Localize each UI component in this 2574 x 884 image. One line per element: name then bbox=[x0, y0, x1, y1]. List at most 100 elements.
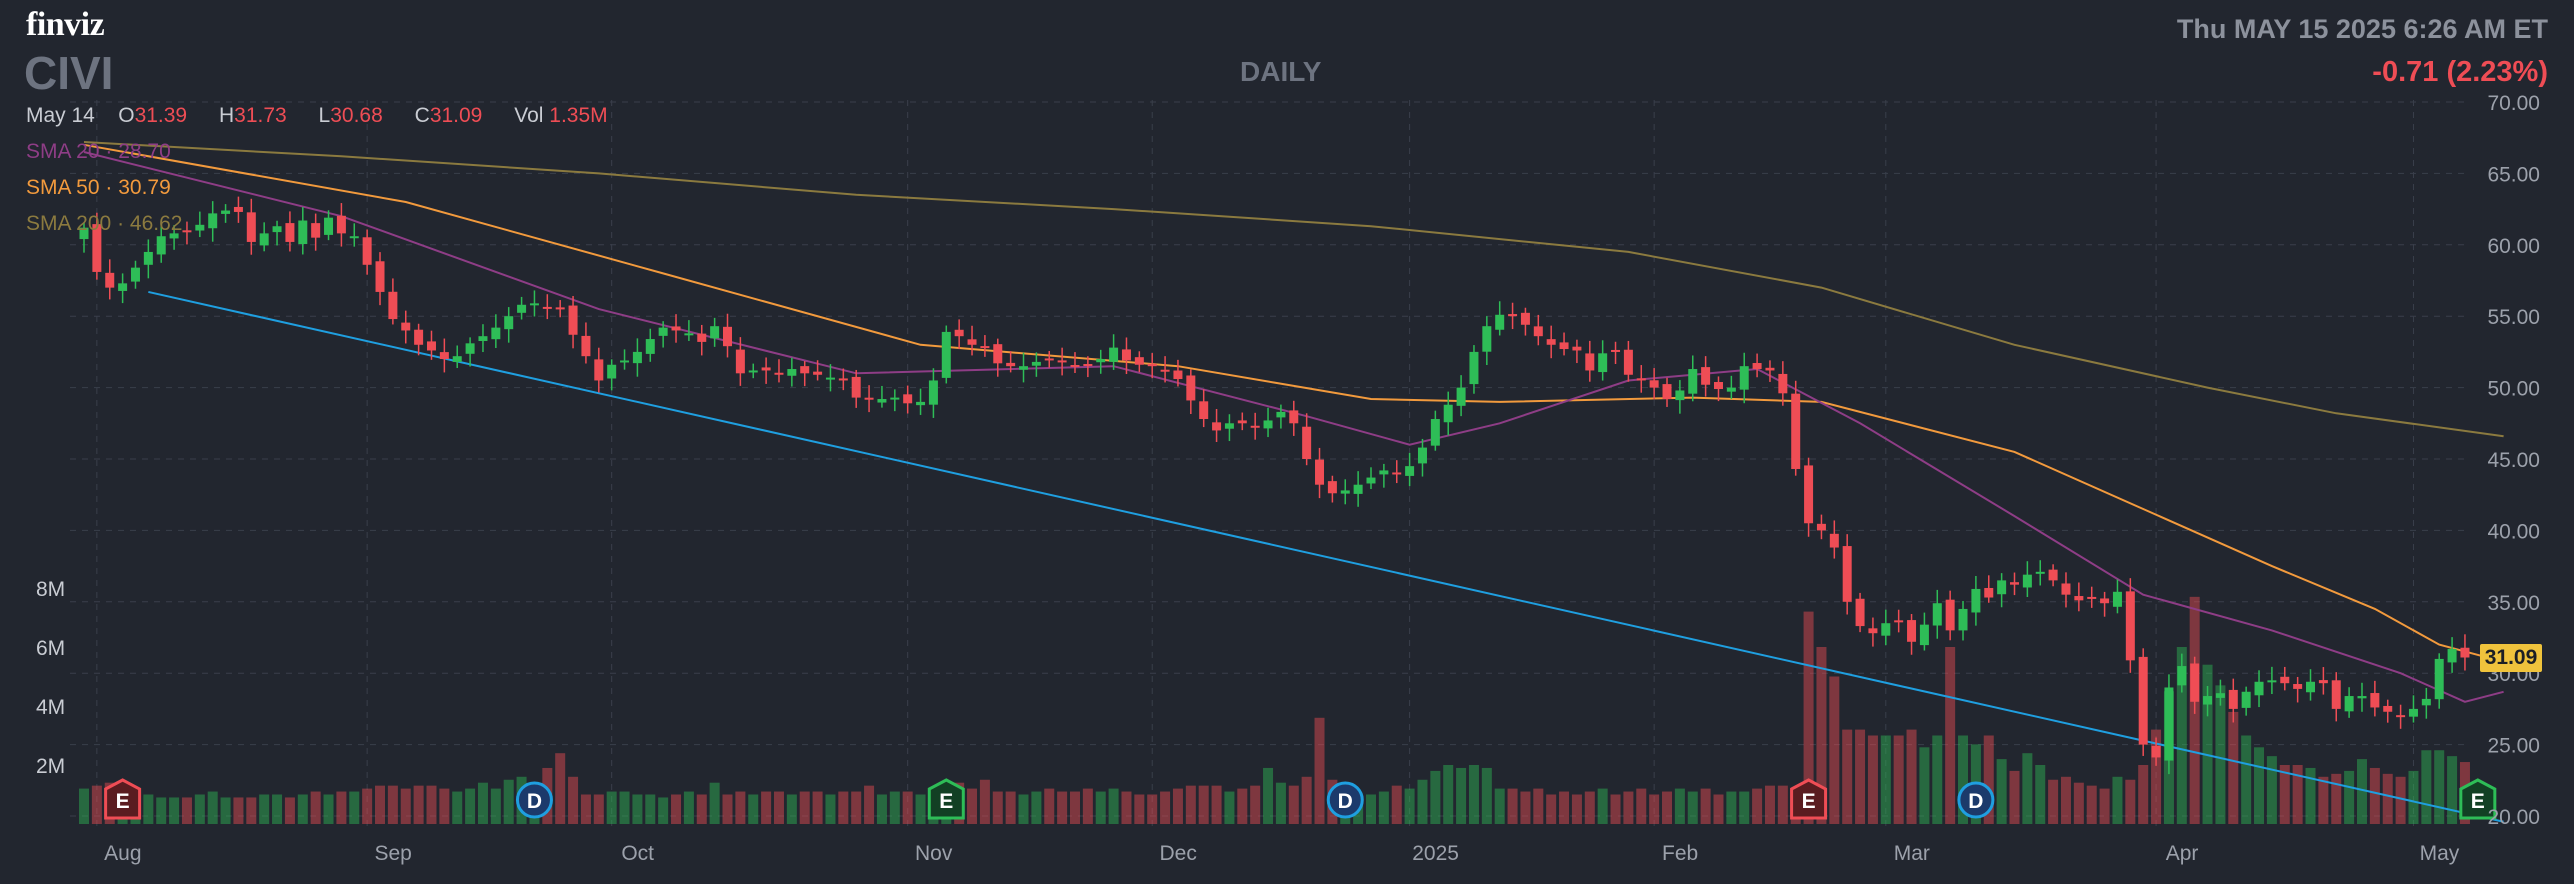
volume-tick-label: 8M bbox=[36, 578, 65, 601]
earnings-marker bbox=[2459, 778, 2497, 820]
candle-body bbox=[1469, 351, 1479, 385]
finviz-logo[interactable]: finviz bbox=[26, 6, 105, 43]
volume-bar bbox=[349, 791, 360, 824]
candle-body bbox=[324, 217, 334, 235]
volume-bar bbox=[761, 791, 772, 824]
volume-bar bbox=[1855, 729, 1866, 824]
y-tick-label: 35.00 bbox=[2487, 592, 2540, 615]
candle-body bbox=[1855, 598, 1865, 627]
candle-body bbox=[1559, 342, 1569, 350]
candle-body bbox=[375, 261, 385, 292]
candle-body bbox=[632, 351, 642, 364]
volume-bar bbox=[1057, 791, 1068, 824]
volume-bar bbox=[2279, 765, 2290, 824]
volume-bar bbox=[1764, 785, 1775, 824]
candle-body bbox=[118, 283, 128, 291]
close-value: 31.09 bbox=[429, 104, 483, 127]
volume-bar bbox=[452, 791, 463, 824]
candle-body bbox=[92, 224, 102, 272]
volume-bar bbox=[1160, 791, 1171, 824]
volume-bar bbox=[1559, 791, 1570, 824]
volume-bar bbox=[2266, 756, 2277, 824]
candle-body bbox=[504, 316, 514, 330]
candle-body bbox=[1649, 380, 1659, 388]
candle-body bbox=[2061, 583, 2071, 595]
candle-body bbox=[1121, 349, 1131, 361]
candle-body bbox=[336, 215, 346, 234]
volume-bar bbox=[1069, 791, 1080, 824]
candle-body bbox=[1765, 367, 1775, 371]
candle-body bbox=[1932, 603, 1942, 626]
datetime-label: Thu MAY 15 2025 6:26 AM ET bbox=[2176, 14, 2548, 44]
candle-body bbox=[2112, 591, 2122, 607]
candle-body bbox=[877, 399, 887, 403]
dividend-marker bbox=[1326, 781, 1364, 819]
candle-body bbox=[1881, 623, 1891, 636]
candle-body bbox=[2447, 648, 2457, 663]
volume-bar bbox=[1494, 788, 1505, 824]
candle-body bbox=[2177, 666, 2187, 686]
candle-body bbox=[1572, 346, 1582, 351]
candle-body bbox=[439, 352, 449, 360]
volume-bar bbox=[1571, 794, 1582, 824]
volume-bar bbox=[1816, 647, 1827, 824]
vol-value: 1.35M bbox=[549, 104, 608, 127]
candle-body bbox=[221, 210, 231, 214]
volume-bar bbox=[1739, 791, 1750, 824]
sma200-legend[interactable]: SMA 200 · 46.62 bbox=[26, 212, 183, 235]
earnings-marker bbox=[104, 778, 142, 820]
dividend-marker-label: D bbox=[527, 790, 542, 813]
candle-body bbox=[1006, 362, 1016, 367]
close-label: C bbox=[414, 104, 430, 127]
volume-bars bbox=[79, 596, 2470, 824]
volume-bar bbox=[284, 797, 295, 824]
candle-body bbox=[2396, 715, 2406, 718]
volume-bar bbox=[323, 794, 334, 824]
price-change: -0.71 (2.23%) bbox=[2372, 56, 2548, 88]
volume-bar bbox=[619, 791, 630, 824]
candle-body bbox=[1598, 353, 1608, 373]
volume-bar bbox=[2382, 773, 2393, 824]
volume-bar bbox=[490, 788, 501, 824]
ohlc-readout: May 14 O31.39 H31.73 L30.68 C31.09 Vol 1… bbox=[26, 104, 634, 128]
volume-bar bbox=[1880, 735, 1891, 824]
volume-bar bbox=[336, 791, 347, 824]
volume-bar bbox=[671, 794, 682, 824]
volume-bar bbox=[1623, 791, 1634, 824]
sma20-legend[interactable]: SMA 20 · 28.70 bbox=[26, 140, 171, 163]
candle-body bbox=[1894, 620, 1904, 623]
candle-body bbox=[2318, 680, 2328, 684]
trendline bbox=[148, 290, 2504, 823]
volume-bar bbox=[1224, 791, 1235, 824]
volume-bar bbox=[2434, 750, 2445, 824]
candle-body bbox=[2344, 696, 2354, 712]
volume-bar bbox=[2356, 759, 2367, 824]
x-tick-label: Oct bbox=[621, 842, 654, 865]
volume-bar bbox=[1031, 791, 1042, 824]
candle-body bbox=[414, 329, 424, 345]
candle-body bbox=[825, 377, 835, 380]
candle-body bbox=[2035, 571, 2045, 574]
volume-bar bbox=[503, 779, 514, 824]
volume-tick-label: 4M bbox=[36, 696, 65, 719]
candle-body bbox=[2280, 676, 2290, 684]
volume-bar bbox=[181, 797, 192, 824]
volume-tick-label: 6M bbox=[36, 637, 65, 660]
volume-bar bbox=[1250, 785, 1261, 824]
volume-bar bbox=[439, 788, 450, 824]
candle-body bbox=[1726, 387, 1736, 392]
candle-body bbox=[233, 206, 243, 212]
candle-body bbox=[941, 331, 951, 378]
volume-bar bbox=[1378, 791, 1389, 824]
volume-bar bbox=[748, 794, 759, 824]
sma50-legend[interactable]: SMA 50 · 30.79 bbox=[26, 176, 171, 199]
low-value: 30.68 bbox=[330, 104, 383, 127]
volume-bar bbox=[2408, 770, 2419, 824]
volume-bar bbox=[979, 779, 990, 824]
volume-bar bbox=[387, 785, 398, 824]
candle-body bbox=[1688, 369, 1698, 394]
candle-body bbox=[1430, 419, 1440, 446]
volume-bar bbox=[593, 794, 604, 824]
sma20-label: SMA 20 bbox=[26, 140, 100, 163]
